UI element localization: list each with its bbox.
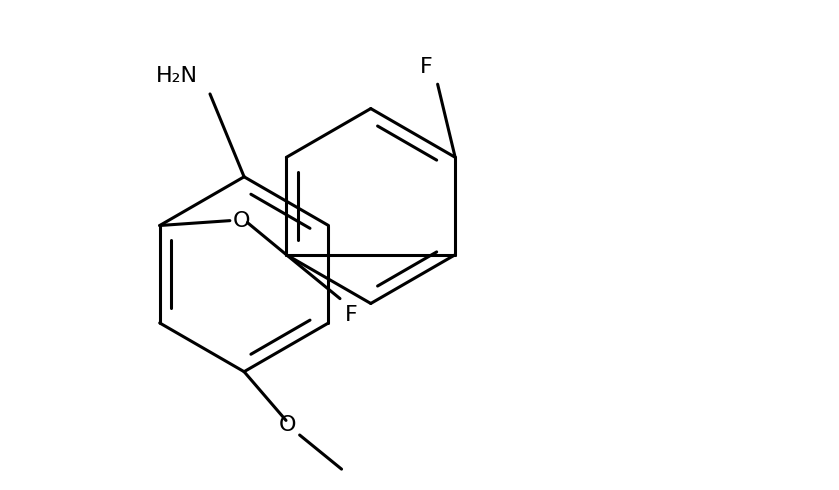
Text: F: F xyxy=(420,57,433,77)
Text: H₂N: H₂N xyxy=(156,66,198,86)
Text: F: F xyxy=(345,305,357,325)
Text: O: O xyxy=(279,415,297,435)
Text: O: O xyxy=(232,211,250,231)
